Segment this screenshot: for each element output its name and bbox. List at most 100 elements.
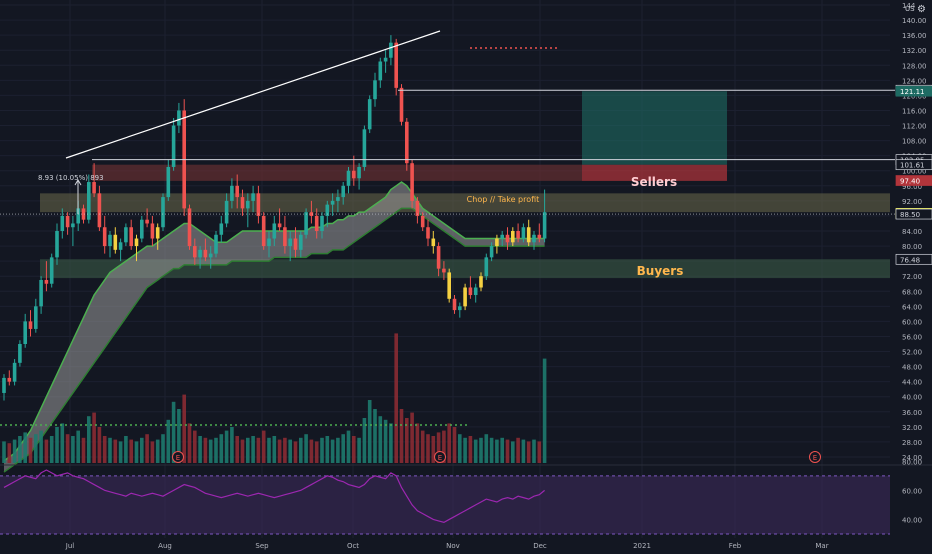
x-tick-label: Feb — [729, 542, 742, 550]
price-label-text: 88.50 — [900, 211, 920, 219]
volume-bar — [230, 427, 234, 463]
volume-bar — [65, 434, 70, 463]
volume-bar — [55, 427, 59, 463]
volume-bar — [410, 412, 414, 463]
price-label-text: 97.40 — [900, 178, 920, 186]
volume-bar — [2, 441, 6, 463]
earnings-marker-label: E — [813, 454, 817, 462]
candle-body — [28, 321, 33, 329]
volume-bar — [87, 416, 91, 463]
buyers-zone — [40, 259, 890, 279]
volume-bar — [108, 437, 112, 463]
y-tick-label: 48.00 — [902, 364, 922, 372]
candle-body — [124, 227, 128, 243]
candle-body — [235, 185, 239, 198]
volume-bar — [505, 439, 510, 463]
volume-bar — [542, 358, 547, 463]
volume-bar — [256, 437, 261, 463]
candle-body — [214, 234, 218, 254]
candle-body — [65, 215, 70, 228]
x-tick-label: Mar — [815, 542, 828, 550]
candle-body — [118, 242, 123, 250]
candle-body — [113, 234, 118, 250]
y-tick-label: 68.00 — [902, 288, 922, 296]
buyers-label: Buyers — [637, 264, 684, 278]
volume-bar — [44, 439, 49, 463]
candle-body — [521, 227, 526, 239]
volume-bar — [12, 439, 17, 463]
volume-bar — [431, 436, 436, 463]
candle-body — [516, 231, 520, 239]
candle-body — [314, 215, 319, 231]
candle-body — [352, 170, 356, 179]
candle-body — [383, 57, 388, 62]
volume-bar — [267, 437, 271, 463]
y-tick-label: 56.00 — [902, 333, 922, 341]
volume-bar — [389, 423, 393, 463]
candle-body — [362, 129, 367, 167]
volume-bar — [166, 419, 171, 463]
y-tick-label: 40.00 — [902, 394, 922, 402]
volume-bar — [447, 423, 451, 463]
price-label-box — [895, 159, 932, 171]
grid — [0, 0, 890, 538]
candle-body — [39, 279, 43, 307]
volume-bar — [500, 437, 504, 463]
candle-body — [267, 238, 271, 247]
price-label-text: 121.11 — [900, 88, 925, 96]
volume-bar — [336, 437, 340, 463]
candle-body — [378, 61, 383, 81]
volume-bar — [484, 434, 489, 463]
volume-bar — [362, 418, 367, 463]
measure-arrow-head — [74, 179, 82, 186]
y-tick-label: 80.00 — [902, 243, 922, 251]
price-axis: 144.00140.00136.00132.00128.00124.00120.… — [902, 2, 927, 524]
candle-body — [325, 204, 330, 216]
volume-bar — [118, 441, 123, 463]
price-label-text: 76.48 — [900, 256, 920, 264]
y-tick-label: 92.00 — [902, 198, 922, 206]
volume-bar — [479, 437, 483, 463]
price-label-box — [895, 253, 932, 265]
volume-bar — [177, 409, 181, 463]
candle-body — [341, 185, 345, 198]
candle-body — [447, 272, 451, 299]
candle-body — [23, 321, 27, 344]
volume-bar — [458, 434, 462, 463]
volume-bar — [352, 436, 356, 463]
volume-bar — [28, 437, 33, 463]
candle-body — [108, 234, 112, 247]
candle-body — [155, 227, 160, 239]
y-tick-label: 116.00 — [902, 107, 927, 115]
volume-bar — [251, 436, 255, 463]
candle-body — [230, 185, 234, 201]
candle-body — [102, 227, 107, 247]
volume-bar — [516, 437, 520, 463]
volume-bar — [129, 439, 133, 463]
ribbon-fill — [4, 182, 545, 473]
rsi-band — [0, 475, 890, 534]
volume-bar — [81, 437, 86, 463]
candle-body — [283, 227, 287, 247]
y-tick-label: 24.00 — [902, 454, 922, 462]
y-tick-label: 60.00 — [902, 318, 922, 326]
candle-body — [330, 200, 335, 205]
candles — [2, 35, 547, 401]
y-tick-label: 144.00 — [902, 2, 927, 10]
volume-bar — [23, 432, 27, 463]
price-label-box — [895, 175, 932, 186]
earnings-marker — [809, 451, 821, 463]
settings-gear-icon[interactable] — [915, 2, 927, 14]
volume-bar — [373, 409, 377, 463]
x-tick-label: Oct — [347, 542, 359, 550]
candle-body — [468, 287, 473, 296]
volume-bar — [330, 439, 335, 463]
volume-bar — [272, 436, 277, 463]
volume-bar — [399, 409, 404, 463]
volume-bar — [426, 434, 430, 463]
volume-bar — [34, 434, 38, 463]
gear-icon[interactable]: ⚙ — [917, 4, 926, 15]
time-axis: Jul Aug Sep Oct Nov Dec 2021 Feb Mar — [65, 542, 829, 550]
